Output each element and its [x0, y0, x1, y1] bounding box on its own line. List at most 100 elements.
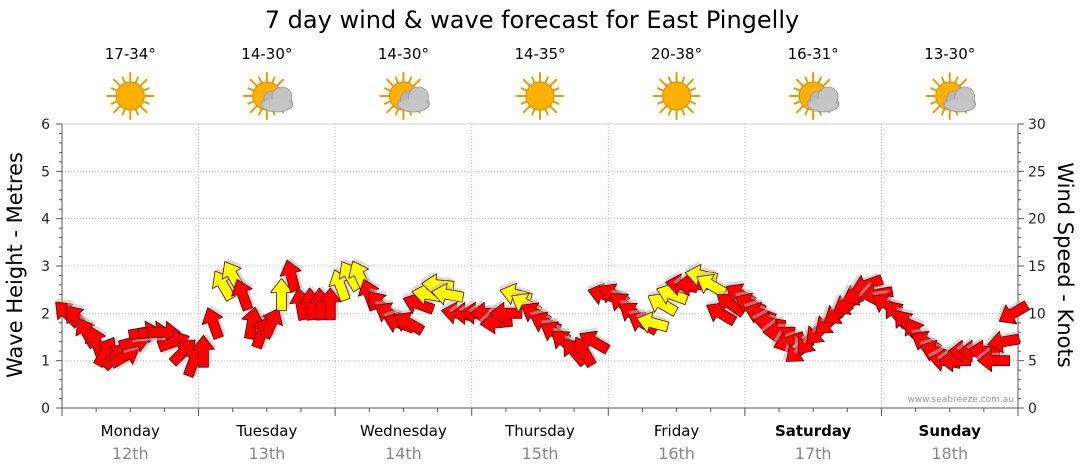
- sun-ray: [413, 78, 421, 87]
- sun-ray: [121, 108, 126, 116]
- cloud-shape: [260, 86, 294, 113]
- wind-arrow-body: [987, 330, 1021, 354]
- wind-arrow-body: [636, 311, 670, 334]
- wind-arrow-body: [231, 278, 254, 312]
- sunny-icon: [516, 72, 564, 120]
- sun-ray: [930, 100, 937, 105]
- wind-arrow: [402, 289, 436, 315]
- wind-arrow: [655, 279, 689, 305]
- day-name-label: Tuesday: [235, 422, 297, 440]
- day-name-label: Saturday: [775, 422, 852, 440]
- day-date-label: 15th: [522, 444, 559, 463]
- sun-ray: [383, 87, 391, 92]
- wind-arrow: [647, 289, 679, 317]
- sun-ray: [804, 108, 809, 116]
- wind-arrow-body: [201, 307, 224, 340]
- wind-arrow: [635, 308, 670, 334]
- day-date-label: 16th: [658, 444, 695, 463]
- sun-ray: [667, 108, 672, 116]
- wind-arrow: [487, 299, 523, 325]
- wind-arrow-body: [977, 349, 1010, 373]
- sun-ray: [522, 105, 531, 114]
- sun-ray: [143, 100, 150, 105]
- wind-arrow-body: [318, 287, 342, 321]
- wind-arrow-body: [489, 301, 523, 325]
- wind-arrow-body: [191, 334, 215, 368]
- sun-ray: [795, 78, 804, 87]
- wind-arrow-body: [431, 282, 465, 306]
- right-axis-label: Wind Speed - Knots: [1053, 162, 1077, 367]
- sun-ray: [249, 78, 258, 87]
- chart-title: 7 day wind & wave forecast for East Ping…: [265, 6, 799, 34]
- day-name-label: Thursday: [504, 422, 575, 440]
- left-tick-label: 6: [41, 117, 50, 133]
- right-tick-label: 0: [1028, 401, 1037, 417]
- right-tick-label: 20: [1028, 212, 1046, 228]
- temperature-label: 14-30°: [241, 45, 292, 63]
- wind-arrow-body: [260, 307, 283, 340]
- wind-arrow-body: [394, 311, 426, 336]
- sun-ray: [667, 76, 672, 84]
- sun-ray: [552, 87, 560, 92]
- sun-ray: [549, 105, 558, 114]
- left-tick-label: 2: [41, 306, 50, 322]
- day-date-label: 12th: [112, 444, 149, 463]
- right-tick-label: 15: [1028, 259, 1046, 275]
- day-date-label: 18th: [931, 444, 968, 463]
- sun-ray: [959, 78, 968, 87]
- sun-ray: [386, 105, 394, 114]
- sun-ray: [932, 105, 941, 114]
- sun-ray: [793, 87, 801, 92]
- sun-ray: [659, 78, 667, 87]
- sun-ray: [657, 87, 664, 92]
- sun-ray: [544, 76, 549, 84]
- day-date-label: 13th: [248, 444, 285, 463]
- wind-arrow: [579, 327, 611, 355]
- temperature-label: 16-31°: [788, 45, 839, 63]
- temperature-label: 20-38°: [651, 45, 702, 63]
- wind-arrow: [279, 257, 304, 293]
- temperature-label: 14-35°: [514, 45, 565, 63]
- sun-disc: [525, 81, 555, 111]
- wind-arrow: [260, 307, 287, 340]
- sun-ray: [386, 78, 394, 87]
- sunny-icon: [106, 72, 155, 120]
- sun-ray: [522, 78, 531, 87]
- sun-ray: [134, 108, 139, 116]
- wind-arrow: [231, 276, 255, 312]
- partly-cloudy-icon: [379, 72, 430, 120]
- sun-ray: [134, 76, 139, 84]
- sun-ray: [112, 105, 121, 114]
- day-date-label: 17th: [795, 444, 832, 463]
- wind-arrow: [191, 333, 218, 368]
- sun-disc: [115, 81, 145, 111]
- day-date-label: 14th: [385, 444, 422, 463]
- sun-ray: [686, 78, 694, 87]
- cloud-shape: [943, 86, 977, 113]
- sun-ray: [689, 100, 697, 105]
- sun-disc: [662, 81, 692, 111]
- wind-arrow: [975, 346, 1010, 373]
- sun-ray: [686, 105, 694, 114]
- right-tick-label: 30: [1028, 117, 1046, 133]
- left-tick-label: 1: [41, 354, 50, 370]
- wind-arrows: [55, 257, 1030, 378]
- chart-grid: [56, 123, 1024, 416]
- sun-ray: [954, 76, 959, 84]
- left-tick-label: 3: [41, 259, 50, 275]
- sun-ray: [930, 87, 937, 92]
- sun-ray: [112, 78, 121, 87]
- day-name-label: Friday: [654, 422, 700, 440]
- sun-ray: [941, 76, 946, 84]
- sun-ray: [258, 76, 263, 84]
- sun-ray: [681, 108, 686, 116]
- cloud-shape: [397, 86, 430, 113]
- wind-arrow: [985, 328, 1021, 354]
- wind-arrow: [430, 279, 465, 306]
- day-name-label: Wednesday: [360, 422, 447, 440]
- sun-ray: [793, 100, 801, 105]
- sun-ray: [520, 87, 528, 92]
- partly-cloudy-icon: [242, 72, 294, 120]
- wind-arrow-body: [270, 277, 293, 311]
- partly-cloudy-icon: [925, 72, 977, 120]
